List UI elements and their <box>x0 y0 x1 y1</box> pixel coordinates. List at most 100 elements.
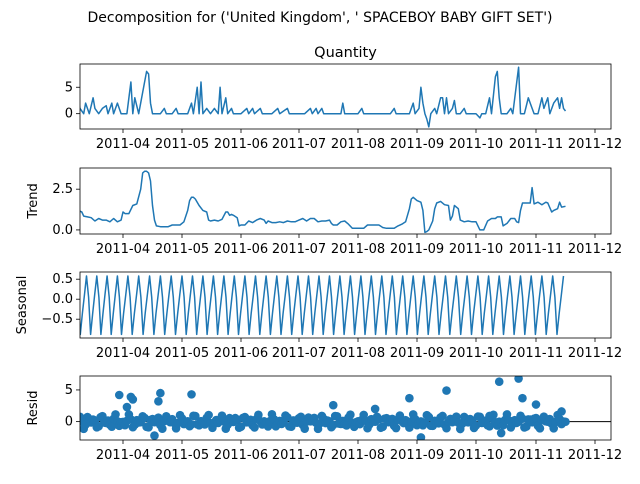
x-tick-label: 2011-06 <box>214 137 268 152</box>
y-tick-label: 5 <box>65 383 73 398</box>
resid-point <box>405 393 414 403</box>
x-tick-label: 2011-07 <box>272 137 326 152</box>
axes-frame <box>79 271 612 339</box>
y-tick-label: 2.5 <box>52 182 73 197</box>
resid-point <box>557 407 566 416</box>
x-tick-label: 2011-08 <box>331 137 385 152</box>
axes-frame <box>79 63 612 130</box>
axes-frame <box>79 167 612 235</box>
y-axis-label: Resid <box>26 390 41 425</box>
series-line <box>80 275 565 336</box>
subplot-3: −0.5 0.0 0.5 2011-04 2011-05 2011-06 2011-07 20… <box>15 271 622 361</box>
x-tick-label: 2011-07 <box>272 242 326 257</box>
subplot-1: 0 5 2011-04 2011-05 2011-06 2011-07 2011-08 201… <box>65 45 622 152</box>
plot-area <box>80 275 565 336</box>
resid-point <box>332 412 342 421</box>
resid-point <box>346 410 355 420</box>
y-axis-label: Trend <box>26 183 41 220</box>
resid-point <box>549 424 558 433</box>
x-tick-label: 2011-05 <box>155 448 209 463</box>
x-tick-label: 2011-11 <box>509 137 563 152</box>
resid-point <box>561 417 570 427</box>
x-tick-label: 2011-12 <box>568 346 622 361</box>
resid-point <box>391 423 401 433</box>
y-tick-label: 0.0 <box>52 223 73 238</box>
resid-point <box>514 376 523 383</box>
y-tick-label: 0 <box>65 107 73 122</box>
subplot-2: 0.0 2.5 2011-04 2011-05 2011-06 2011-07 2011-0… <box>26 167 622 257</box>
resid-point <box>111 410 120 419</box>
resid-point <box>485 411 494 421</box>
resid-point <box>535 424 545 433</box>
x-tick-label: 2011-10 <box>449 346 503 361</box>
plot-area <box>80 170 566 234</box>
resid-point <box>370 404 380 414</box>
x-tick-label: 2011-09 <box>390 346 444 361</box>
x-tick-label: 2011-07 <box>272 448 326 463</box>
subplot-title: Quantity <box>314 45 377 61</box>
resid-point <box>187 390 196 399</box>
y-axis-label: Seasonal <box>15 276 30 335</box>
y-tick-label: 0.5 <box>52 272 73 287</box>
x-tick-label: 2011-04 <box>96 242 150 257</box>
x-tick-label: 2011-06 <box>214 448 268 463</box>
resid-point <box>250 423 259 432</box>
x-tick-label: 2011-05 <box>155 242 209 257</box>
x-tick-label: 2011-10 <box>449 448 503 463</box>
resid-point <box>150 431 159 440</box>
resid-point <box>416 433 426 440</box>
resid-point <box>442 423 451 433</box>
y-tick-label: 5 <box>65 80 73 95</box>
resid-point <box>296 412 306 422</box>
y-tick-label: −0.5 <box>41 312 73 327</box>
resid-point <box>128 395 138 404</box>
resid-point <box>518 393 527 403</box>
series-line <box>80 66 567 128</box>
x-tick-label: 2011-05 <box>155 346 209 361</box>
resid-point <box>114 390 124 400</box>
x-tick-label: 2011-11 <box>509 242 563 257</box>
y-tick-label: 0 <box>65 415 73 430</box>
x-tick-label: 2011-09 <box>390 242 444 257</box>
resid-point <box>378 422 388 432</box>
x-tick-label: 2011-05 <box>155 137 209 152</box>
series-line <box>80 170 566 234</box>
x-tick-label: 2011-07 <box>272 346 326 361</box>
plot-area <box>80 66 567 128</box>
x-tick-label: 2011-06 <box>214 242 268 257</box>
plot-area <box>80 376 611 440</box>
resid-point <box>442 386 451 395</box>
x-tick-label: 2011-10 <box>449 137 503 152</box>
x-tick-label: 2011-12 <box>568 242 622 257</box>
x-tick-label: 2011-04 <box>96 448 150 463</box>
resid-point <box>191 411 200 421</box>
y-tick-label: 0.0 <box>52 292 73 307</box>
resid-point <box>496 428 506 438</box>
x-tick-label: 2011-08 <box>331 448 385 463</box>
resid-point <box>531 400 541 409</box>
figure-suptitle: Decomposition for ('United Kingdom', ' S… <box>87 10 552 26</box>
resid-point <box>158 424 167 433</box>
resid-point <box>494 377 504 387</box>
x-tick-label: 2011-06 <box>214 346 268 361</box>
resid-point <box>107 422 117 431</box>
x-tick-label: 2011-11 <box>509 448 563 463</box>
subplot-4: 0 5 2011-04 2011-05 2011-06 2011-07 2011-08 201… <box>26 375 622 463</box>
x-tick-label: 2011-11 <box>509 346 563 361</box>
x-tick-label: 2011-04 <box>96 346 150 361</box>
axes-frame <box>79 375 612 441</box>
x-tick-label: 2011-09 <box>390 137 444 152</box>
resid-point <box>154 397 163 406</box>
resid-point <box>204 410 213 420</box>
resid-point <box>144 422 153 432</box>
x-tick-label: 2011-12 <box>568 448 622 463</box>
x-tick-label: 2011-08 <box>331 346 385 361</box>
resid-point <box>122 402 132 412</box>
resid-point <box>438 411 447 421</box>
x-tick-label: 2011-09 <box>390 448 444 463</box>
x-tick-label: 2011-08 <box>331 242 385 257</box>
resid-point <box>328 400 338 410</box>
x-tick-label: 2011-10 <box>449 242 503 257</box>
resid-point <box>156 388 165 398</box>
